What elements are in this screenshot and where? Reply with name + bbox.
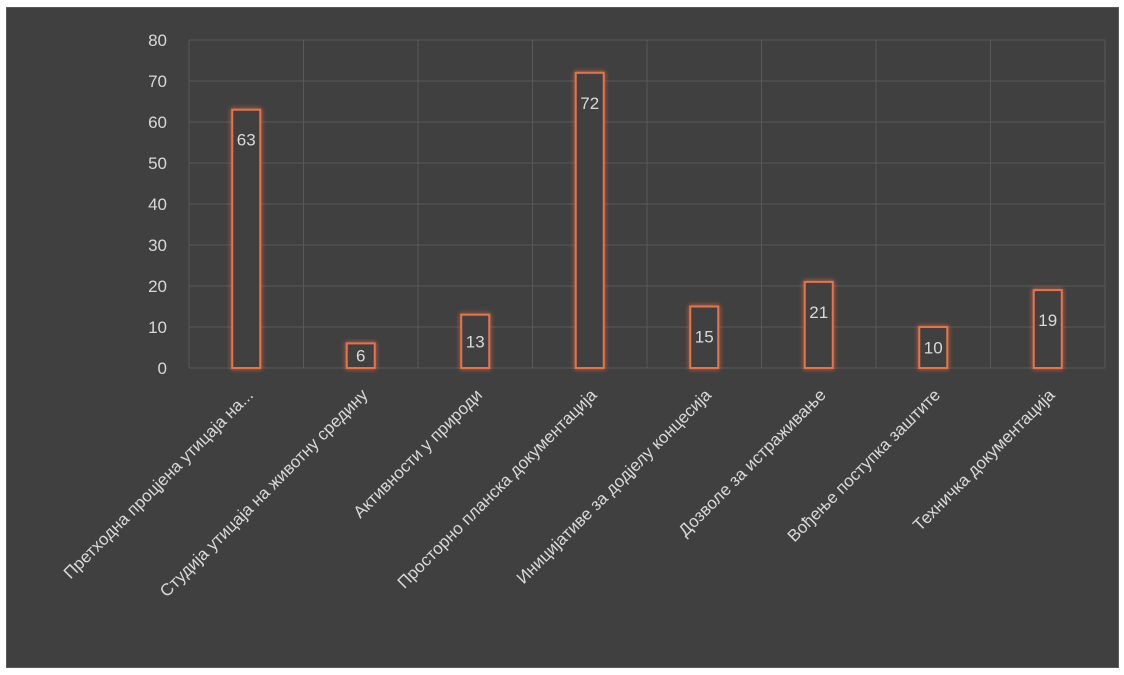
- bar: [689, 305, 720, 369]
- gridlines: [188, 39, 1106, 369]
- x-category-label: Студија утицаја на животну средину: [156, 385, 372, 601]
- data-label: 10: [924, 339, 943, 358]
- y-tick-label: 50: [148, 154, 167, 173]
- y-tick-label: 60: [148, 113, 167, 132]
- bar: [574, 71, 605, 370]
- data-label: 63: [237, 131, 256, 150]
- bar: [460, 313, 491, 370]
- data-labels: 63 6 13 72 15 21 10 19: [237, 94, 1057, 366]
- data-label: 13: [466, 332, 485, 351]
- x-category-label: Претходна процјена утицаја на...: [60, 385, 257, 582]
- bar: [803, 280, 834, 369]
- data-label: 6: [356, 347, 365, 366]
- bar-chart: 0 10 20 30 40 50 60 70 80 63 6 13 72 15 21 10 19 Претхо…: [60, 31, 1106, 601]
- y-tick-label: 10: [148, 318, 167, 337]
- x-category-label: Активности у природи: [350, 385, 486, 521]
- y-tick-label: 0: [158, 359, 167, 378]
- y-tick-label: 40: [148, 195, 167, 214]
- data-label: 21: [809, 303, 828, 322]
- chart-area: 0 10 20 30 40 50 60 70 80 63 6 13 72 15 21 10 19 Претхо…: [6, 7, 1119, 668]
- x-category-label: Иницијативе за додјелу концесија: [513, 385, 716, 588]
- y-axis: 0 10 20 30 40 50 60 70 80: [148, 31, 167, 378]
- data-label: 72: [580, 94, 599, 113]
- y-tick-label: 30: [148, 236, 167, 255]
- y-tick-label: 70: [148, 72, 167, 91]
- bar: [345, 342, 376, 369]
- x-axis: Претходна процјена утицаја на...Студија …: [60, 385, 1059, 601]
- bar: [231, 108, 262, 369]
- x-category-label: Просторно планска документација: [394, 385, 601, 592]
- data-label: 19: [1038, 311, 1057, 330]
- bar: [918, 326, 949, 369]
- bars: [231, 71, 1063, 370]
- data-label: 15: [695, 328, 714, 347]
- y-tick-label: 80: [148, 31, 167, 50]
- y-tick-label: 20: [148, 277, 167, 296]
- bar: [1032, 289, 1063, 370]
